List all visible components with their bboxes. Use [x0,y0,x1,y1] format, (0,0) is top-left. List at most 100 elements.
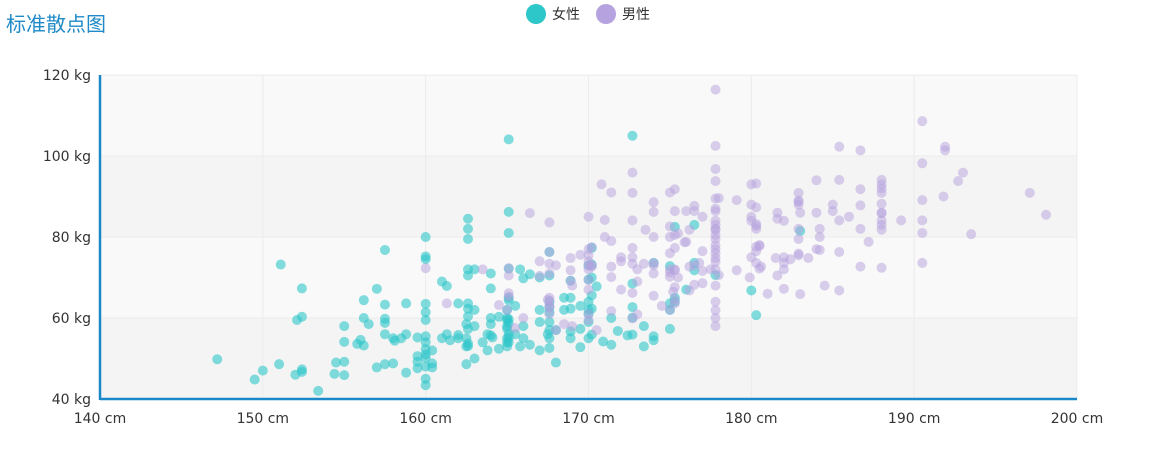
data-point-male [420,263,431,274]
data-point-female [485,313,496,323]
data-point-male [627,167,638,178]
data-point-male [710,84,721,95]
data-point-male [627,215,638,226]
data-point-female [515,264,526,275]
data-point-male [627,287,638,298]
data-point-male [1024,187,1035,198]
data-point-male [756,261,767,272]
data-point-female [664,323,675,334]
data-point-male [648,268,659,279]
data-point-male [583,274,594,285]
data-point-female [627,329,638,340]
data-point-male [855,200,866,211]
x-tick-label: 160 cm [399,411,452,427]
data-point-female [524,269,535,280]
data-point-male [596,179,607,190]
data-point-male [544,268,555,279]
data-point-male [575,249,586,260]
data-point-male [640,224,651,235]
data-point-male [793,187,804,198]
data-point-female [420,337,431,348]
data-point-female [638,321,649,332]
data-point-female [510,300,521,311]
data-point-female [550,357,561,368]
data-point-male [834,285,845,296]
legend-item-male[interactable]: 男性 [596,4,650,24]
data-point-male [710,176,721,187]
data-point-female [463,311,474,322]
data-point-male [953,176,964,187]
data-point-female [379,299,390,310]
data-point-male [811,207,822,218]
data-point-male [534,256,545,267]
data-point-male [669,264,680,275]
data-point-female [420,254,431,265]
data-point-male [664,221,675,232]
data-point-male [524,208,535,219]
data-point-female [606,339,617,350]
data-point-male [917,215,928,226]
data-point-male [811,175,822,186]
data-point-male [583,211,594,222]
data-point-male [689,279,700,290]
data-point-male [917,158,928,169]
data-point-male [803,253,814,264]
data-point-male [632,276,643,287]
data-point-male [814,223,825,234]
data-point-female [420,307,431,318]
data-point-female [544,317,555,328]
data-point-female [485,283,496,294]
data-point-female [565,292,576,303]
data-point-male [710,140,721,151]
legend-item-female[interactable]: 女性 [526,4,580,24]
data-point-female [329,368,340,379]
data-point-female [427,358,438,369]
data-point-male [599,214,610,225]
data-point-male [966,229,977,240]
data-point-male [638,258,649,269]
data-point-male [586,260,597,271]
data-point-female [503,227,514,238]
data-point-female [638,341,649,352]
data-point-female [379,329,390,340]
data-point-male [583,284,594,295]
data-point-female [412,351,423,362]
data-point-female [463,338,474,349]
data-point-male [648,206,659,217]
data-point-female [746,285,757,296]
data-point-female [371,362,382,373]
data-point-female [358,340,369,351]
data-point-male [793,234,804,245]
data-point-female [427,345,438,356]
data-point-female [487,332,498,343]
data-point-female [388,358,399,369]
data-point-female [296,311,307,322]
data-point-male [550,260,561,271]
data-point-female [575,323,586,334]
data-point-male [627,242,638,253]
data-point-male [648,290,659,301]
data-point-male [567,280,578,291]
data-point-female [503,134,514,145]
data-point-male [565,265,576,276]
data-point-male [863,236,874,247]
data-point-female [482,345,493,356]
data-point-male [544,217,555,228]
y-tick-label: 100 kg [43,149,91,165]
data-point-female [493,343,504,354]
data-point-male [855,184,866,195]
data-point-female [493,311,504,322]
data-point-male [669,184,680,195]
data-point-male [648,197,659,208]
data-point-male [648,232,659,242]
data-point-male [669,294,680,305]
data-point-male [834,174,845,185]
data-point-female [420,315,431,326]
data-point-female [515,341,526,352]
data-point-female [534,317,545,328]
data-point-male [503,270,514,281]
data-point-male [606,272,617,283]
data-point-female [339,321,350,332]
x-tick-label: 150 cm [237,411,290,427]
